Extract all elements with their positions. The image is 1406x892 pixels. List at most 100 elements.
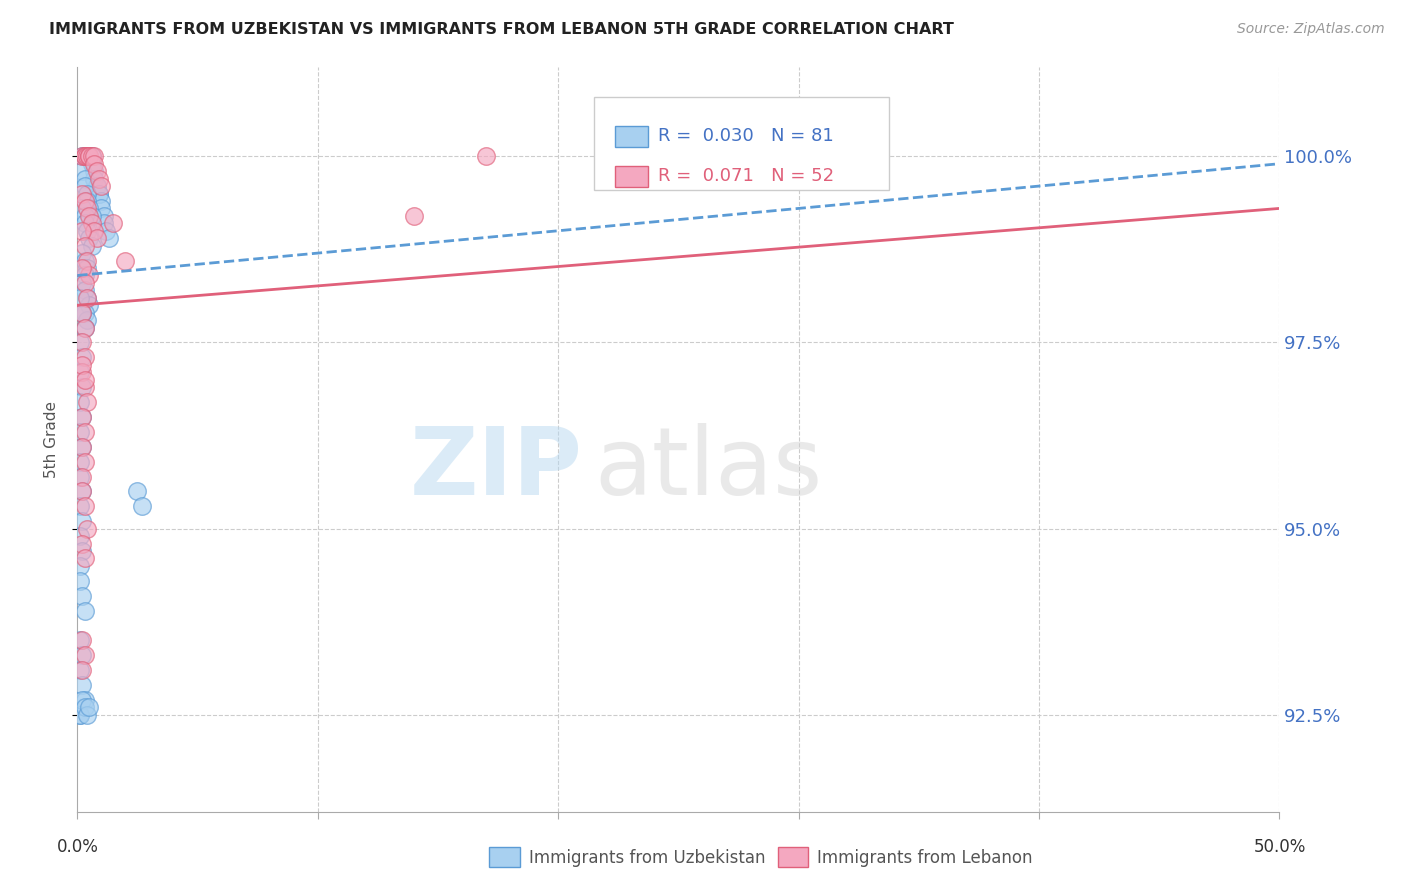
Text: atlas: atlas (595, 423, 823, 515)
Point (76, 202, 98, 216)
Point (87, 186, 110, 201)
Point (73, 306, 96, 320)
Point (73, 179, 96, 194)
Point (97, 231, 120, 245)
Point (79, 700, 101, 714)
Point (70, 351, 93, 365)
Text: Source: ZipAtlas.com: Source: ZipAtlas.com (1237, 22, 1385, 37)
Point (69, 395, 91, 409)
Point (76, 149, 98, 163)
Point (70, 149, 93, 163)
Point (73, 276, 96, 290)
Point (80, 216, 103, 230)
Point (73, 351, 96, 365)
Point (73, 194, 96, 208)
Point (73, 149, 96, 163)
Point (87, 186, 110, 201)
Text: 0.0%: 0.0% (56, 838, 98, 855)
Point (76, 291, 98, 305)
Point (86, 231, 108, 245)
Point (70, 409, 93, 424)
Point (69, 469, 91, 483)
Point (402, 209, 425, 223)
Point (76, 149, 98, 163)
Point (80, 209, 103, 223)
Point (79, 231, 101, 245)
Point (70, 633, 93, 648)
Point (80, 149, 103, 163)
Point (69, 425, 91, 439)
Point (73, 268, 96, 283)
Point (73, 693, 96, 707)
Point (73, 171, 96, 186)
Point (114, 253, 136, 268)
Point (69, 558, 91, 573)
Point (70, 536, 93, 550)
Point (69, 707, 91, 722)
Point (70, 260, 93, 275)
Point (70, 246, 93, 260)
Point (70, 663, 93, 677)
FancyBboxPatch shape (595, 96, 889, 190)
Point (79, 202, 101, 216)
Point (73, 149, 96, 163)
Point (73, 373, 96, 387)
Point (86, 164, 108, 178)
Point (69, 633, 91, 648)
Point (76, 194, 98, 208)
Bar (614, 126, 648, 146)
Point (76, 395, 98, 409)
Point (96, 224, 118, 238)
Text: 50.0%: 50.0% (1253, 838, 1306, 855)
Point (79, 149, 101, 163)
Point (73, 238, 96, 252)
Point (76, 291, 98, 305)
Text: IMMIGRANTS FROM UZBEKISTAN VS IMMIGRANTS FROM LEBANON 5TH GRADE CORRELATION CHAR: IMMIGRANTS FROM UZBEKISTAN VS IMMIGRANTS… (49, 22, 955, 37)
Point (76, 522, 98, 536)
Point (73, 700, 96, 714)
Point (73, 253, 96, 268)
Point (86, 179, 108, 194)
Point (70, 202, 93, 216)
Point (83, 149, 105, 163)
Point (70, 380, 93, 394)
Point (73, 149, 96, 163)
Point (76, 707, 98, 722)
Point (79, 149, 101, 163)
Bar (614, 166, 648, 186)
Point (76, 149, 98, 163)
Point (70, 693, 93, 707)
Point (70, 186, 93, 201)
Point (69, 500, 91, 514)
Point (73, 425, 96, 439)
Point (79, 149, 101, 163)
Point (70, 440, 93, 454)
Point (70, 514, 93, 528)
Point (83, 171, 105, 186)
Point (79, 149, 101, 163)
Point (69, 455, 91, 469)
Point (69, 707, 91, 722)
Point (86, 179, 108, 194)
Point (73, 551, 96, 566)
Text: R =  0.071   N = 52: R = 0.071 N = 52 (658, 168, 834, 186)
Point (90, 194, 112, 208)
Point (70, 484, 93, 499)
Point (76, 260, 98, 275)
Point (73, 216, 96, 230)
Point (69, 335, 91, 350)
Point (69, 365, 91, 379)
Point (475, 149, 498, 163)
Point (83, 171, 105, 186)
Point (76, 253, 98, 268)
Point (93, 209, 115, 223)
Point (131, 500, 153, 514)
Point (70, 149, 93, 163)
Point (79, 298, 101, 312)
Point (70, 306, 93, 320)
Point (73, 380, 96, 394)
Point (87, 171, 110, 186)
Point (127, 484, 149, 499)
Point (70, 440, 93, 454)
Point (73, 209, 96, 223)
